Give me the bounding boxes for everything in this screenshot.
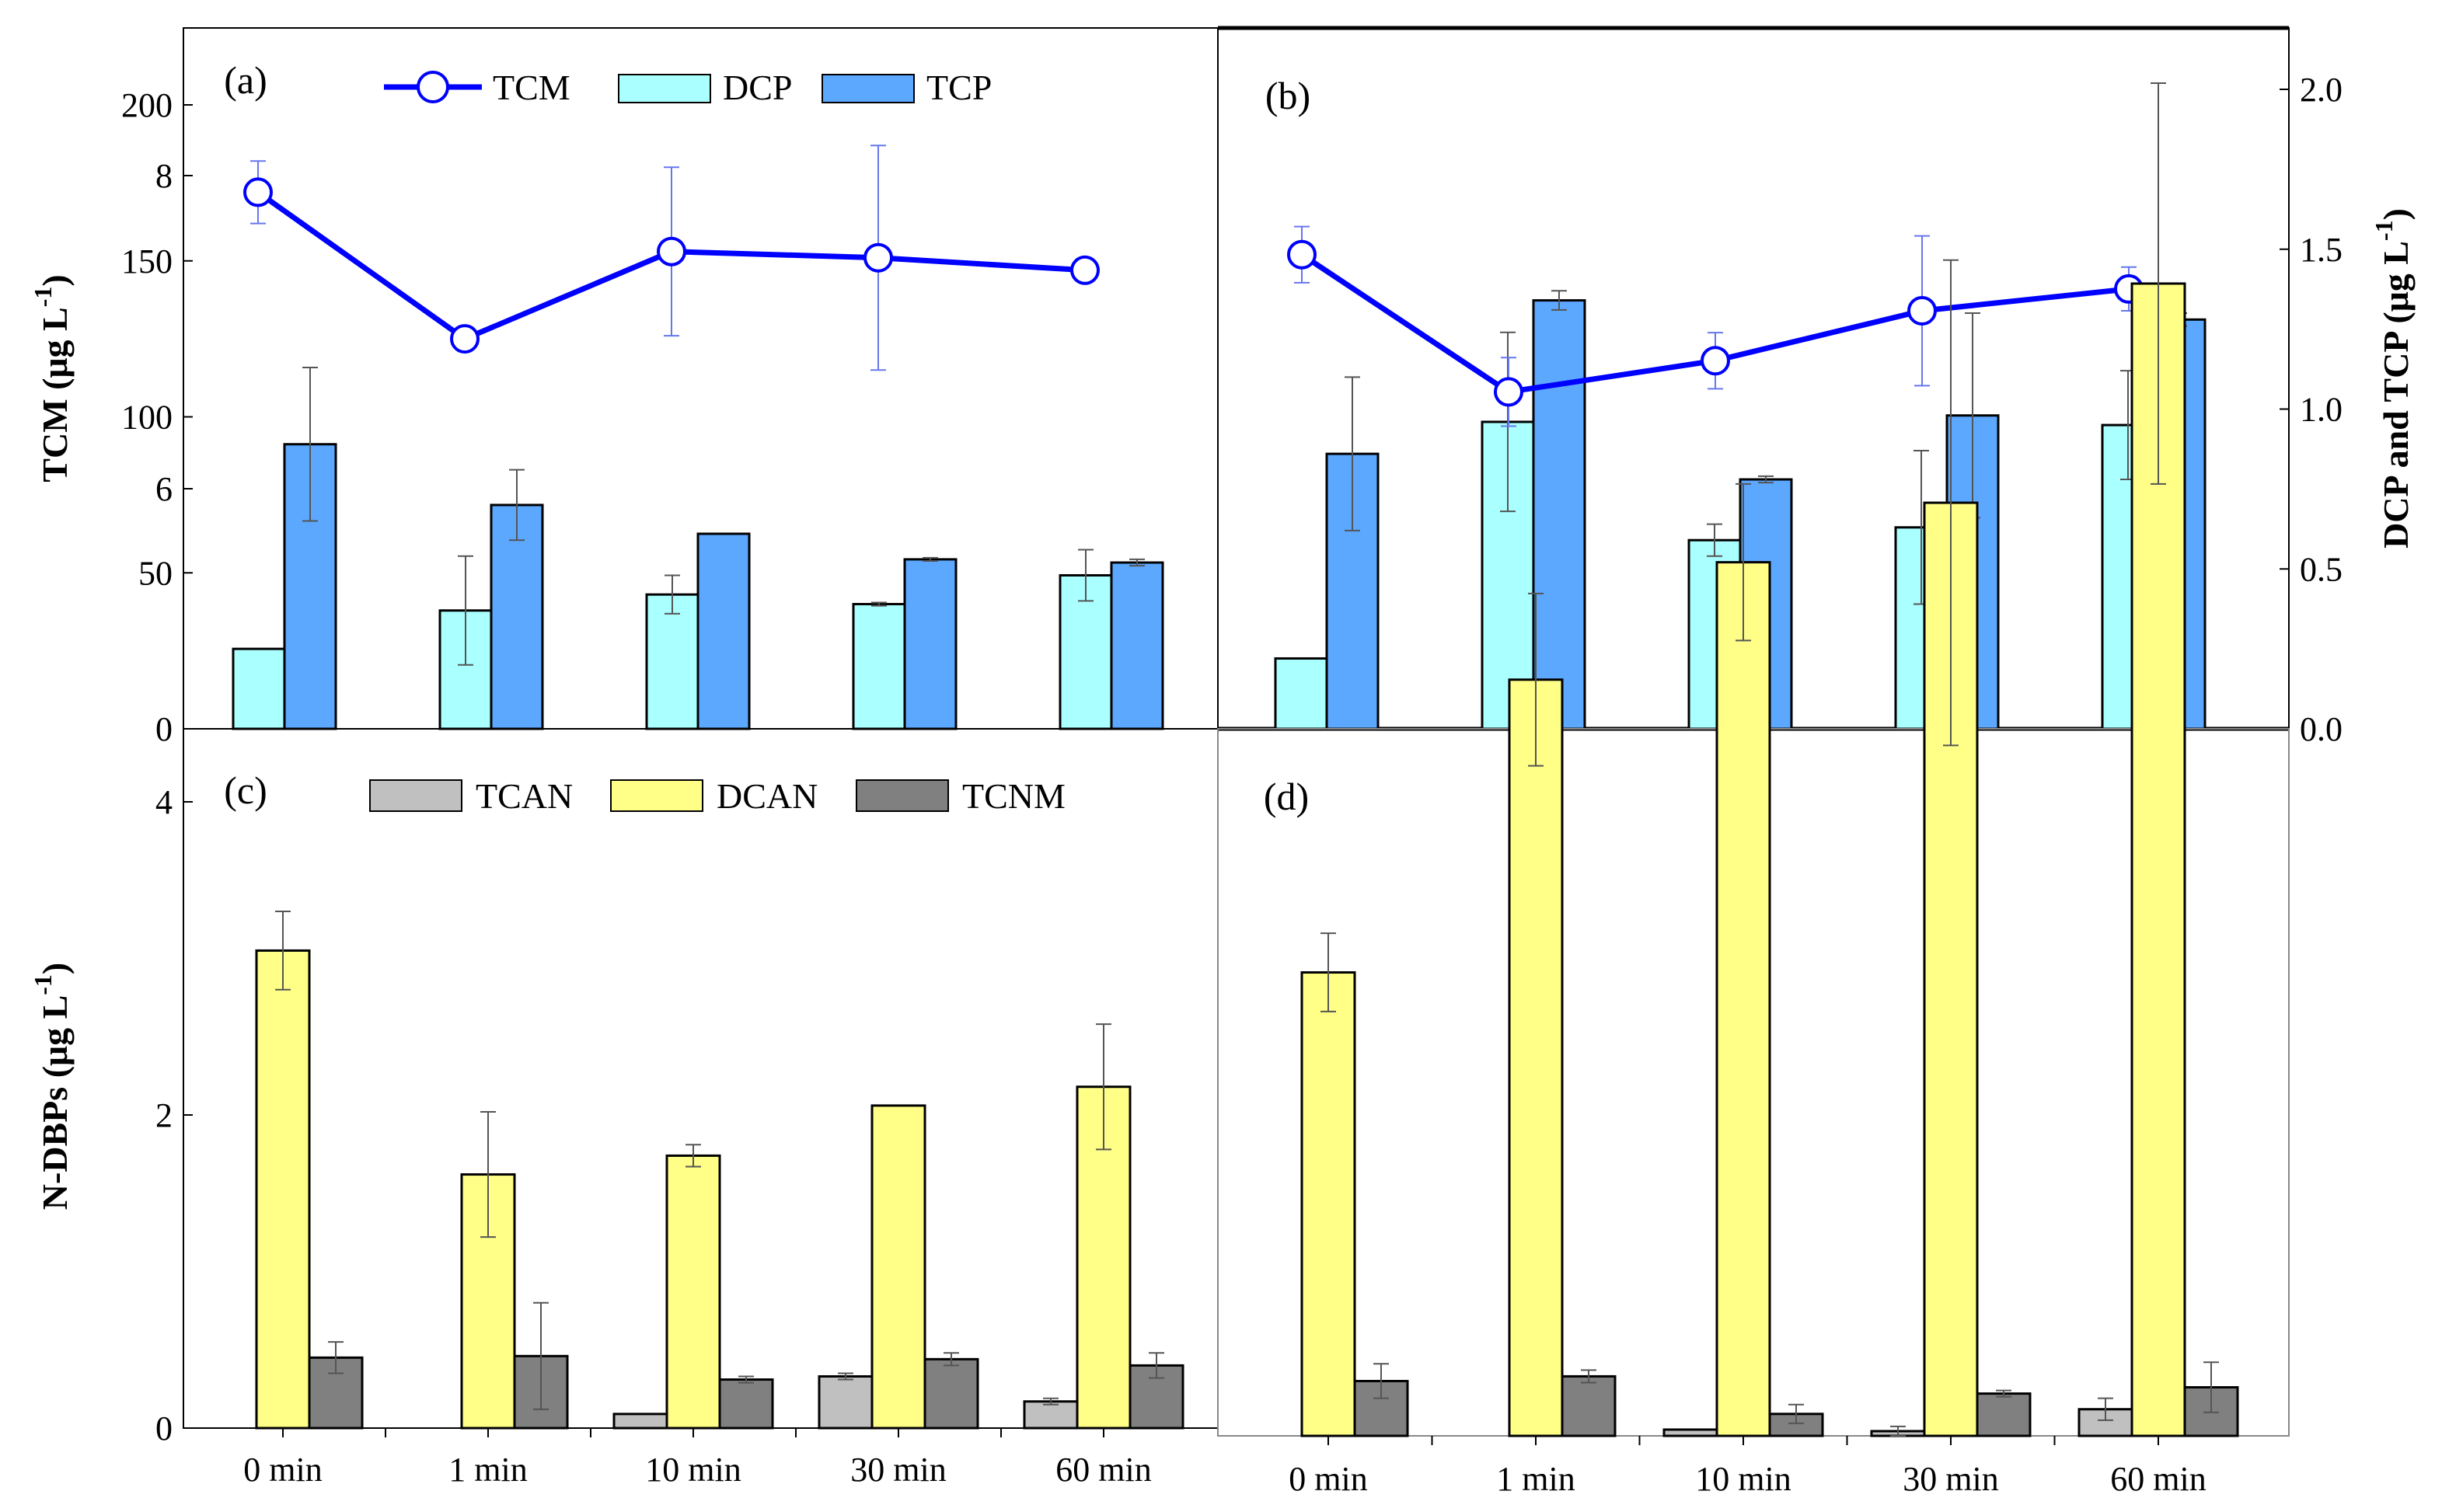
xtick-label-d-3: 30 min [1903, 1460, 1998, 1498]
point-b-tcm-1 [1494, 377, 1523, 407]
panel-label-b: (b) [1265, 74, 1310, 117]
bar-c-dcan-2 [665, 1154, 721, 1430]
ytick-label-b-0: 0.0 [2300, 710, 2343, 748]
xtick-label-c-1: 1 min [448, 1451, 527, 1489]
ylabel-a-close: ) [35, 274, 75, 286]
ytick-label-a-0: 0 [155, 710, 173, 748]
ytick-label-c-1: 2 [155, 1096, 173, 1134]
ytick-label-c-4: 8 [155, 157, 173, 195]
legend-tcp-label: TCP [926, 68, 992, 107]
xtick-label-c-3: 30 min [850, 1451, 946, 1489]
panel-c: 0 min 1 min 10 min 30 min 60 min (c) 0 2 4 6 8 N-DB… [29, 157, 1219, 1489]
legend-dcp-swatch [618, 74, 711, 103]
ylabel-a: TCM (μg L-1) [29, 274, 75, 482]
ylabel-a-sup: -1 [29, 287, 57, 308]
ylabel-a-text: TCM (μg L [35, 307, 75, 482]
bar-d-tcnm-3 [1976, 1392, 2032, 1437]
bar-a-dcp-2 [645, 593, 699, 730]
legend-tcan-swatch [369, 779, 462, 812]
xtick-label-d-1: 1 min [1496, 1460, 1575, 1498]
bar-a-dcp-0 [232, 647, 286, 730]
bar-c-tcnm-0 [308, 1356, 364, 1430]
xtick-label-d-2: 10 min [1695, 1460, 1791, 1498]
ylabel-c: N-DBPs (μg L-1) [29, 963, 75, 1211]
bar-d-dcan-2 [1715, 561, 1771, 1437]
panel-b: (b) 0.0 0.5 1.0 1.5 2.0 DCP and TCP (μg L-1) [1217, 26, 2416, 748]
legend-tcan-label: TCAN [476, 776, 573, 816]
ytick-label-c-2: 4 [155, 783, 173, 821]
point-a-tcm-0 [243, 177, 273, 207]
ytick-label-b-1: 0.5 [2300, 550, 2343, 588]
point-a-tcm-2 [657, 236, 686, 267]
point-a-tcm-4 [1070, 255, 1100, 285]
legend-tcm-marker [417, 71, 449, 103]
bar-c-tcan-2 [612, 1413, 668, 1430]
bar-d-dcan-1 [1508, 678, 1564, 1437]
ylabel-b-sup: -1 [2370, 220, 2398, 241]
bar-a-tcp-3 [903, 558, 958, 730]
ytick-label-a-1: 50 [138, 554, 173, 592]
point-b-tcm-3 [1907, 295, 1937, 326]
xtick-label-c-0: 0 min [243, 1451, 322, 1489]
legend-tcp-swatch [822, 74, 915, 103]
ytick-label-c-3: 6 [155, 470, 173, 508]
panel-label-d: (d) [1264, 775, 1309, 818]
point-a-tcm-1 [450, 324, 480, 354]
ylabel-c-sup: -1 [29, 974, 57, 995]
panel-label-a: (a) [224, 58, 267, 102]
xtick-label-c-2: 10 min [645, 1451, 741, 1489]
panel-label-c: (c) [224, 768, 267, 812]
ylabel-b: DCP and TCP (μg L-1) [2370, 208, 2416, 549]
ylabel-c-text: N-DBPs (μg L [35, 995, 75, 1211]
ytick-label-b-4: 2.0 [2300, 71, 2343, 109]
bar-c-dcan-0 [255, 949, 311, 1430]
xtick-label-d-4: 60 min [2110, 1460, 2206, 1498]
bar-c-tcnm-2 [718, 1378, 774, 1430]
bar-c-tcan-4 [1023, 1400, 1079, 1430]
ylabel-b-close: ) [2376, 208, 2416, 220]
bar-d-tcan-2 [1662, 1428, 1718, 1437]
ytick-label-c-0: 0 [155, 1409, 173, 1448]
ytick-label-b-2: 1.0 [2300, 391, 2343, 429]
ytick-label-b-3: 1.5 [2300, 231, 2343, 269]
panel-a: (a) 0 50 100 150 200 TCM (μg L-1) TCM DCP TCP [29, 27, 1219, 748]
ylabel-b-text: DCP and TCP (μg L [2376, 241, 2416, 549]
ytick-label-a-4: 200 [121, 86, 173, 124]
ylabel-c-close: ) [35, 963, 75, 974]
bar-c-tcan-3 [818, 1375, 874, 1430]
legend-dcan-swatch [610, 779, 703, 812]
point-b-tcm-2 [1701, 346, 1730, 376]
bar-d-dcan-0 [1300, 971, 1356, 1437]
bar-c-dcan-3 [870, 1104, 926, 1430]
legend-dcan-label: DCAN [717, 776, 818, 816]
legend-tcm-label: TCM [493, 68, 570, 107]
bar-b-dcp-0 [1274, 657, 1328, 730]
bar-c-tcnm-3 [923, 1357, 979, 1430]
ytick-label-a-2: 100 [121, 399, 173, 437]
bar-a-tcp-4 [1110, 561, 1164, 730]
xtick-label-c-4: 60 min [1055, 1451, 1151, 1489]
legend-tcnm-swatch [856, 779, 949, 812]
legend-dcp-label: DCP [723, 68, 792, 107]
point-b-tcm-0 [1287, 239, 1317, 270]
bar-b-tcp-1 [1532, 299, 1586, 730]
bar-a-dcp-3 [852, 603, 906, 730]
panel-d: 0 min 1 min 10 min 30 min 60 min (d) [1217, 82, 2290, 1498]
ytick-label-a-3: 150 [121, 242, 173, 280]
legend-tcnm-label: TCNM [962, 776, 1066, 816]
bar-d-tcnm-1 [1561, 1374, 1617, 1437]
point-a-tcm-3 [863, 242, 893, 273]
xtick-label-d-0: 0 min [1289, 1460, 1367, 1498]
bar-a-tcp-2 [696, 532, 751, 730]
